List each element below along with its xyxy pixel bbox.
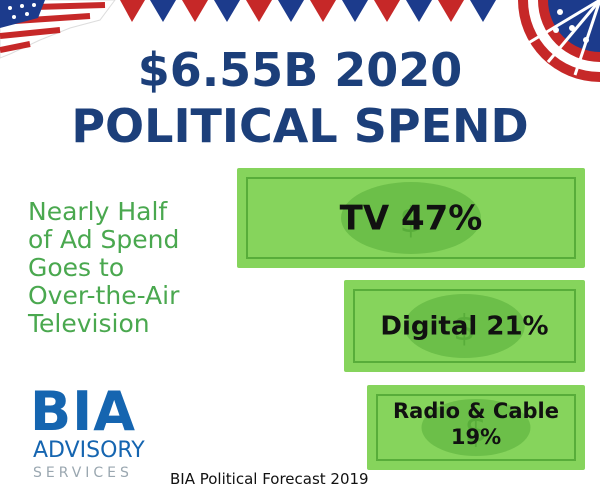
bar-label-2-1: 19% — [451, 425, 501, 449]
bar-2: $ — [367, 385, 585, 470]
logo-advisory: ADVISORY — [33, 438, 145, 463]
bia-logo: BIA — [30, 380, 137, 443]
dollar-icon: $ — [465, 410, 488, 451]
logo-services: SERVICES — [33, 465, 133, 481]
subtitle-line-3: Goes to — [28, 253, 125, 282]
bar-0: $ — [237, 168, 585, 268]
source-note: BIA Political Forecast 2019 — [170, 470, 369, 488]
headline-line-1: $6.55B 2020 — [137, 43, 463, 97]
dollar-icon: $ — [453, 308, 476, 349]
bar-label-2-0: Radio & Cable — [393, 399, 559, 423]
bar-label-0: TV 47% — [340, 198, 483, 238]
dollar-icon: $ — [400, 200, 423, 241]
subtitle-line-5: Television — [28, 309, 150, 338]
subtitle-line-4: Over-the-Air — [28, 281, 180, 310]
flag-bunting-decoration — [0, 0, 600, 82]
bar-1: $ — [344, 280, 585, 372]
bunting-triangles — [120, 0, 496, 22]
subtitle-line-1: Nearly Half — [28, 197, 168, 226]
flag-fan-right-icon — [518, 0, 600, 82]
flag-left-icon — [0, 0, 116, 59]
headline-line-2: POLITICAL SPEND — [71, 99, 529, 153]
subtitle-line-2: of Ad Spend — [28, 225, 180, 254]
bar-label-1: Digital 21% — [380, 312, 548, 342]
